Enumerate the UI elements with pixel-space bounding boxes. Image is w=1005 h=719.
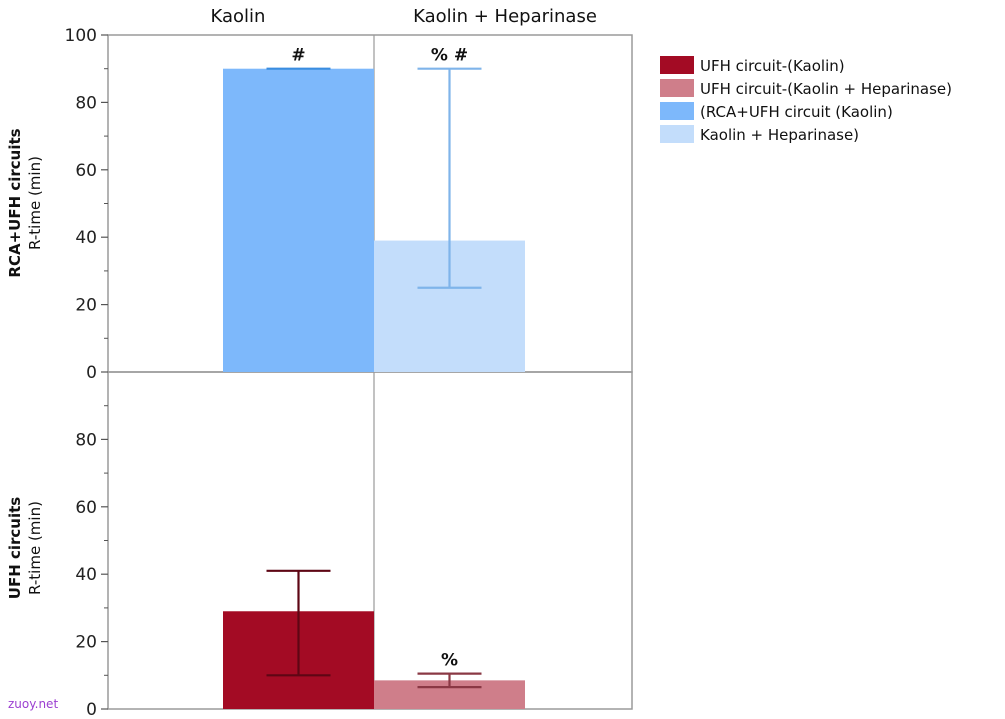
legend-label: Kaolin + Heparinase)	[700, 126, 859, 144]
bottom-ylabel: R-time (min)	[26, 501, 44, 595]
chart-marks: 0 20 40 60 80 100 # % # 0 20 40 60 80%	[65, 26, 525, 719]
top-annotation: % #	[431, 46, 468, 66]
legend-swatch	[660, 56, 694, 74]
legend-label: UFH circuit-(Kaolin)	[700, 57, 845, 75]
legend-swatch	[660, 79, 694, 97]
legend-swatch	[660, 125, 694, 143]
legend: UFH circuit-(Kaolin) UFH circuit-(Kaolin …	[660, 56, 952, 144]
top-tick-label: 40	[75, 228, 97, 248]
legend-swatch	[660, 102, 694, 120]
bottom-tick-label: 40	[75, 565, 97, 585]
top-bar-kaolin	[223, 68, 374, 372]
top-row-label: RCA+UFH circuits	[6, 128, 24, 277]
bottom-row-label: UFH circuits	[6, 497, 24, 600]
top-tick-label: 100	[65, 26, 97, 46]
bottom-tick-label: 60	[75, 498, 97, 518]
top-tick-label: 60	[75, 161, 97, 181]
top-ylabel: R-time (min)	[26, 156, 44, 250]
top-tick-label: 0	[86, 363, 97, 383]
column-label-kaolin-heparinase: Kaolin + Heparinase	[413, 6, 597, 27]
watermark-text: zuoy.net	[8, 697, 58, 711]
legend-label: UFH circuit-(Kaolin + Heparinase)	[700, 80, 952, 98]
bottom-annotation: %	[441, 651, 458, 671]
bottom-tick-label: 0	[86, 700, 97, 719]
top-tick-label: 80	[75, 93, 97, 113]
top-tick-label: 20	[75, 296, 97, 316]
column-label-kaolin: Kaolin	[211, 6, 266, 27]
legend-label: (RCA+UFH circuit (Kaolin)	[700, 103, 893, 121]
bottom-tick-label: 80	[75, 430, 97, 450]
bottom-tick-label: 20	[75, 633, 97, 653]
top-annotation: #	[291, 46, 305, 66]
